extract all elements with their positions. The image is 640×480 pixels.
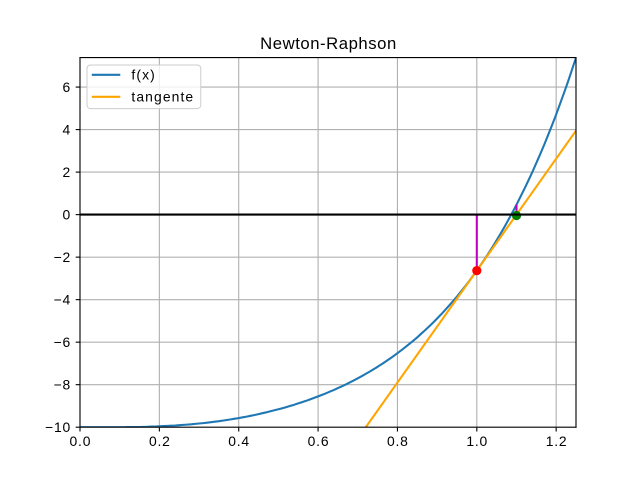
svg-text:−8: −8 xyxy=(54,377,71,393)
svg-text:0: 0 xyxy=(62,206,71,222)
svg-text:−10: −10 xyxy=(45,419,71,435)
svg-text:4: 4 xyxy=(62,121,71,137)
svg-text:0.8: 0.8 xyxy=(387,433,409,449)
svg-text:1.2: 1.2 xyxy=(546,433,568,449)
svg-text:0.6: 0.6 xyxy=(308,433,330,449)
svg-text:0.2: 0.2 xyxy=(149,433,171,449)
svg-text:Newton-Raphson: Newton-Raphson xyxy=(260,34,397,53)
svg-text:f(x): f(x) xyxy=(131,67,155,83)
svg-text:6: 6 xyxy=(62,79,71,95)
svg-text:1.0: 1.0 xyxy=(466,433,488,449)
svg-text:−2: −2 xyxy=(54,249,71,265)
svg-text:tangente: tangente xyxy=(131,89,194,105)
svg-text:2: 2 xyxy=(62,164,71,180)
svg-text:−6: −6 xyxy=(54,334,71,350)
svg-text:0.0: 0.0 xyxy=(70,433,92,449)
svg-text:−4: −4 xyxy=(54,292,71,308)
svg-text:0.4: 0.4 xyxy=(228,433,250,449)
